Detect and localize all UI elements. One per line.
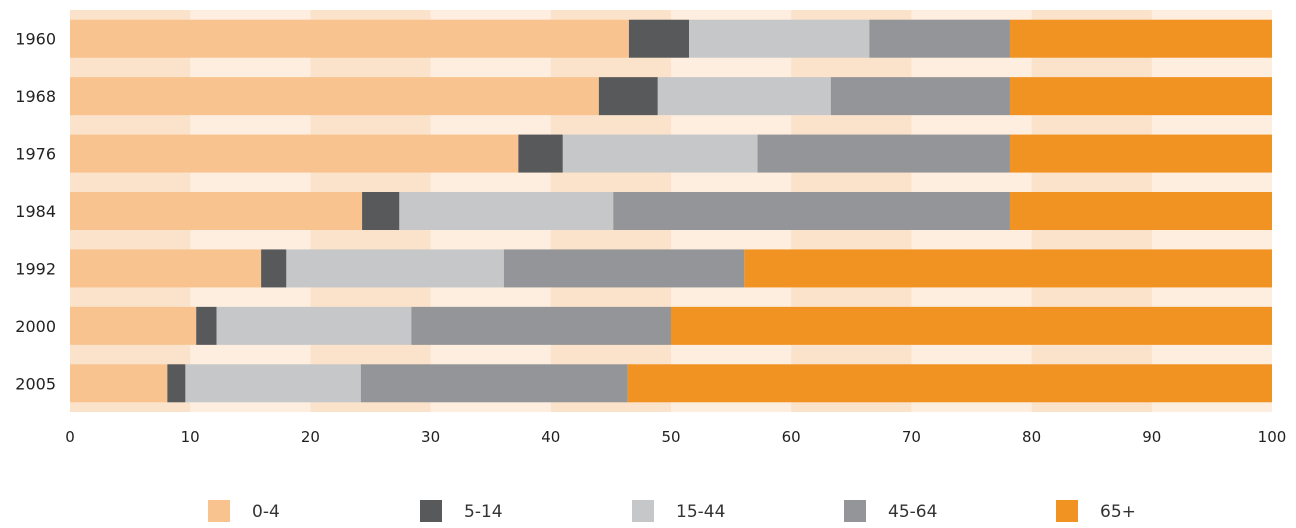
legend-swatch-0-4 <box>208 500 230 522</box>
bar-segment-65+-1968 <box>1009 77 1272 116</box>
bar-segment-0-4-2000 <box>70 306 197 345</box>
legend-swatch-15-44 <box>632 500 654 522</box>
bar-segment-0-4-1992 <box>70 249 262 288</box>
legend-label: 0-4 <box>252 502 280 522</box>
y-tick-label: 1992 <box>15 259 56 278</box>
y-tick-label: 1960 <box>15 30 56 49</box>
bar-segment-15-44-1968 <box>657 77 831 116</box>
bar-segment-45-64-1968 <box>830 77 1010 116</box>
bar-segment-65+-2000 <box>671 306 1272 345</box>
bar-segment-5-14-1992 <box>261 249 287 288</box>
legend-label: 65+ <box>1100 502 1136 522</box>
y-tick-label: 1968 <box>15 87 56 106</box>
bar-segment-45-64-2000 <box>411 306 671 345</box>
bar-segment-15-44-1992 <box>286 249 504 288</box>
bar-segment-45-64-2005 <box>360 364 628 403</box>
bar-segment-15-44-1984 <box>399 192 614 230</box>
bar-segment-15-44-1976 <box>562 134 758 173</box>
bar-segment-15-44-2005 <box>185 364 361 403</box>
x-axis-tick-labels: 0 10 20 30 40 50 60 70 80 90 100 <box>65 428 1286 446</box>
x-tick-label: 40 <box>541 428 560 446</box>
y-axis-labels: 1960 1968 1976 1984 1992 2000 2005 <box>15 30 56 394</box>
y-tick-label: 2005 <box>15 374 56 393</box>
bar-segment-65+-1960 <box>1009 19 1272 58</box>
y-tick-label: 2000 <box>15 317 56 336</box>
x-tick-label: 100 <box>1258 428 1287 446</box>
bar-segment-5-14-1960 <box>628 19 690 58</box>
legend-label: 5-14 <box>464 502 503 522</box>
x-tick-label: 50 <box>661 428 680 446</box>
legend-swatch-65+ <box>1056 500 1078 522</box>
bar-segment-45-64-1992 <box>503 249 745 288</box>
legend-label: 45-64 <box>888 502 937 522</box>
bar-segment-65+-1984 <box>1009 192 1272 230</box>
bar-segment-5-14-2000 <box>196 306 217 345</box>
bar-segment-0-4-2005 <box>70 364 168 403</box>
legend-label: 15-44 <box>676 502 725 522</box>
x-tick-label: 20 <box>301 428 320 446</box>
y-tick-label: 1984 <box>15 202 56 221</box>
bar-segment-15-44-2000 <box>216 306 412 345</box>
x-tick-label: 0 <box>65 428 75 446</box>
x-tick-label: 80 <box>1022 428 1041 446</box>
x-tick-label: 70 <box>902 428 921 446</box>
legend-swatch-5-14 <box>420 500 442 522</box>
bar-segment-15-44-1960 <box>689 19 870 58</box>
x-tick-label: 10 <box>181 428 200 446</box>
bar-segment-0-4-1976 <box>70 134 519 173</box>
bar-segment-0-4-1968 <box>70 77 599 116</box>
legend-swatch-45-64 <box>844 500 866 522</box>
bar-segment-45-64-1984 <box>613 192 1010 230</box>
x-tick-label: 30 <box>421 428 440 446</box>
y-tick-label: 1976 <box>15 145 56 164</box>
bar-segment-0-4-1960 <box>70 19 629 58</box>
bar-segment-0-4-1984 <box>70 192 363 230</box>
bars <box>70 19 1272 403</box>
bar-segment-65+-1976 <box>1009 134 1272 173</box>
bar-segment-5-14-1968 <box>598 77 658 116</box>
x-tick-label: 60 <box>782 428 801 446</box>
bar-segment-5-14-2005 <box>167 364 186 403</box>
bar-segment-5-14-1984 <box>362 192 400 230</box>
legend: 0-4 5-14 15-44 45-64 65+ <box>208 500 1136 522</box>
bar-segment-65+-1992 <box>744 249 1272 288</box>
bar-segment-5-14-1976 <box>518 134 563 173</box>
bar-segment-45-64-1960 <box>869 19 1010 58</box>
bar-segment-65+-2005 <box>627 364 1272 403</box>
x-tick-label: 90 <box>1142 428 1161 446</box>
bar-segment-45-64-1976 <box>757 134 1010 173</box>
